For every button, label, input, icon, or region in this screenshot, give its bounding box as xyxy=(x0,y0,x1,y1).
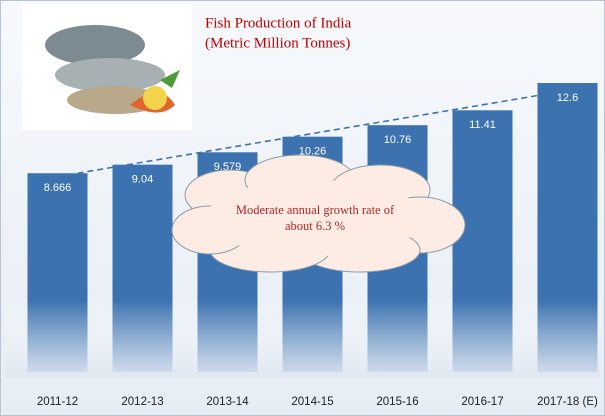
chart-subtitle: (Metric Million Tonnes) xyxy=(205,35,350,51)
chart: Fish Production of India (Metric Million… xyxy=(0,0,605,416)
value-label: 11.41 xyxy=(469,119,496,131)
page: {"chart_data": {"type": "bar", "title": … xyxy=(0,0,605,416)
fish-image xyxy=(22,4,192,130)
chart-title: Fish Production of India xyxy=(205,15,352,31)
floor-shade xyxy=(5,300,600,378)
x-tick-label: 2015-16 xyxy=(376,396,418,408)
value-label: 10.76 xyxy=(384,134,412,146)
value-label: 12.6 xyxy=(557,92,578,104)
x-tick-label: 2013-14 xyxy=(206,396,249,408)
x-tick-label: 2016-17 xyxy=(461,396,503,408)
annotation-box: Moderate annual growth rate of about 6.3… xyxy=(235,202,395,242)
x-tick-label: 2012-13 xyxy=(121,396,163,408)
x-tick-label: 2014-15 xyxy=(291,396,333,408)
x-tick-label: 2017-18 (E) xyxy=(537,396,598,408)
value-label: 9.04 xyxy=(132,174,153,186)
annotation: Moderate annual growth rate of about 6.3… xyxy=(235,202,395,234)
value-label: 8.666 xyxy=(44,182,72,194)
x-tick-label: 2011-12 xyxy=(37,396,78,408)
